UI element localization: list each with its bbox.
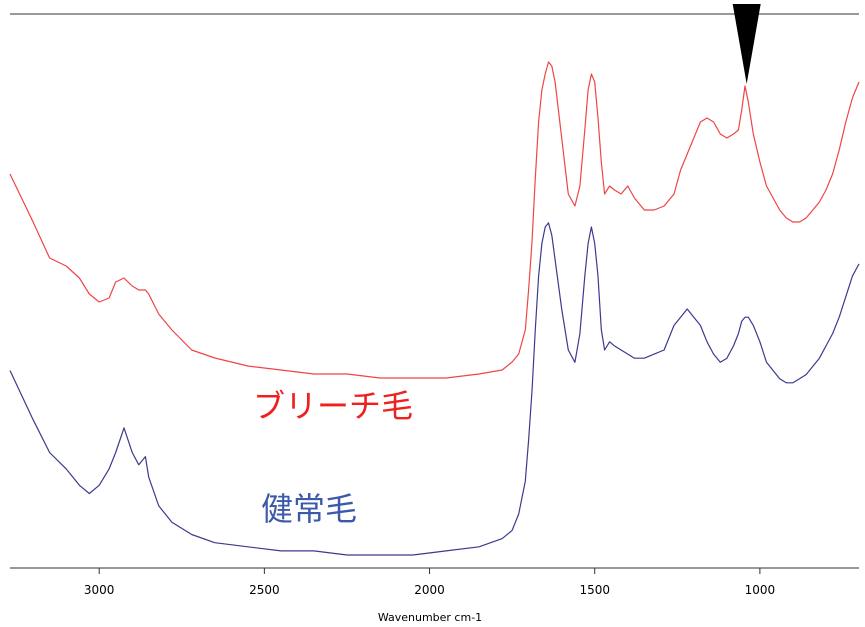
- x-tick-label-2500: 2500: [249, 583, 280, 597]
- x-tick-label-3000: 3000: [84, 583, 115, 597]
- x-axis-title: Wavenumber cm-1: [378, 611, 482, 624]
- series-label-bleached-hair: ブリーチ毛: [253, 387, 413, 425]
- series-line-bleached-hair: [9, 61, 860, 379]
- x-tick-label-1000: 1000: [745, 583, 776, 597]
- series-line-healthy-hair: [9, 222, 860, 556]
- x-axis-ticks: 3000 2500 2000 1500 1000: [84, 568, 775, 597]
- series-layer: [9, 61, 860, 556]
- peak-marker-arrow: [732, 4, 761, 84]
- series-label-layer: ブリーチ毛 健常毛: [253, 387, 413, 528]
- annotation-layer: [732, 4, 761, 84]
- plot-background: [10, 14, 859, 568]
- series-label-healthy-hair: 健常毛: [261, 490, 357, 528]
- x-tick-label-1500: 1500: [579, 583, 610, 597]
- x-tick-label-2000: 2000: [414, 583, 445, 597]
